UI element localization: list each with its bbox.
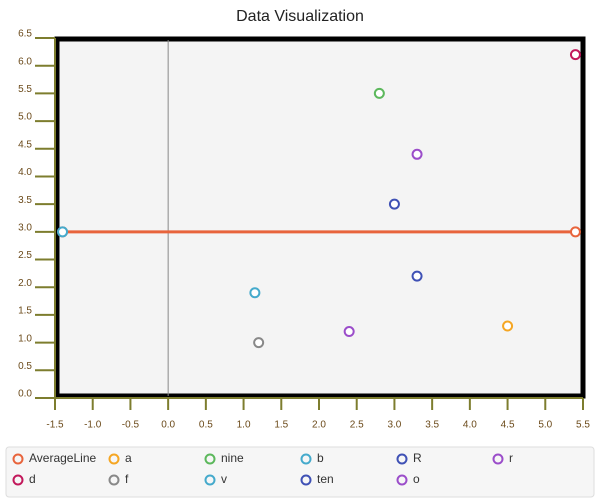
legend-marker: [492, 453, 504, 465]
legend-marker: [300, 453, 312, 465]
legend-label: f: [125, 472, 129, 486]
x-tick-label: 4.0: [463, 420, 477, 431]
legend-label: o: [413, 472, 420, 486]
legend-marker: [12, 453, 24, 465]
y-tick-label: 1.0: [18, 333, 32, 344]
y-tick-label: 1.5: [18, 306, 32, 317]
y-tick-label: 0.0: [18, 389, 32, 400]
x-tick-label: 1.5: [274, 420, 288, 431]
x-tick-label: 0.5: [199, 420, 213, 431]
point: [411, 270, 423, 282]
legend-marker: [12, 474, 24, 486]
x-tick-label: 4.5: [501, 420, 515, 431]
x-tick-label: -1.5: [46, 420, 64, 431]
point: [249, 287, 261, 299]
legend-label: a: [125, 451, 132, 465]
x-tick-label: 1.0: [237, 420, 251, 431]
x-tick-label: 2.0: [312, 420, 326, 431]
legend-marker: [108, 474, 120, 486]
legend-box: [5, 446, 595, 498]
point: [253, 337, 265, 349]
legend-label: R: [413, 451, 422, 465]
y-tick-label: 2.5: [18, 250, 32, 261]
legend-marker: [108, 453, 120, 465]
point: [569, 49, 581, 61]
legend-marker: [204, 453, 216, 465]
y-tick-label: 6.5: [18, 29, 32, 40]
legend-marker: [300, 474, 312, 486]
legend-marker: [396, 474, 408, 486]
legend-label: r: [509, 451, 513, 465]
chart-title: Data Visualization: [236, 8, 364, 25]
y-tick-label: 6.0: [18, 56, 32, 67]
y-tick-label: 0.5: [18, 361, 32, 372]
x-tick-label: 5.0: [538, 420, 552, 431]
point: [343, 326, 355, 338]
x-tick-label: 5.5: [576, 420, 590, 431]
y-tick-label: 5.5: [18, 84, 32, 95]
legend-label: b: [317, 451, 324, 465]
legend-label: AverageLine: [29, 451, 96, 465]
y-tick-label: 2.0: [18, 278, 32, 289]
x-tick-label: 3.5: [425, 420, 439, 431]
x-tick-label: 3.0: [387, 420, 401, 431]
legend-label: nine: [221, 451, 244, 465]
plot-area: [54, 36, 586, 399]
x-tick-label: 0.0: [161, 420, 175, 431]
x-tick-label: -0.5: [122, 420, 140, 431]
point: [569, 226, 581, 238]
x-tick-label: -1.0: [84, 420, 102, 431]
legend-label: v: [221, 472, 227, 486]
x-tick-label: 2.5: [350, 420, 364, 431]
y-tick-label: 3.0: [18, 222, 32, 233]
y-tick-label: 4.5: [18, 139, 32, 150]
point: [502, 320, 514, 332]
legend-label: d: [29, 472, 36, 486]
legend-label: ten: [317, 472, 334, 486]
point: [388, 198, 400, 210]
y-tick-label: 5.0: [18, 112, 32, 123]
legend-marker: [396, 453, 408, 465]
y-tick-label: 3.5: [18, 195, 32, 206]
point: [411, 148, 423, 160]
legend-marker: [204, 474, 216, 486]
point: [373, 87, 385, 99]
y-tick-label: 4.0: [18, 167, 32, 178]
point: [57, 226, 69, 238]
